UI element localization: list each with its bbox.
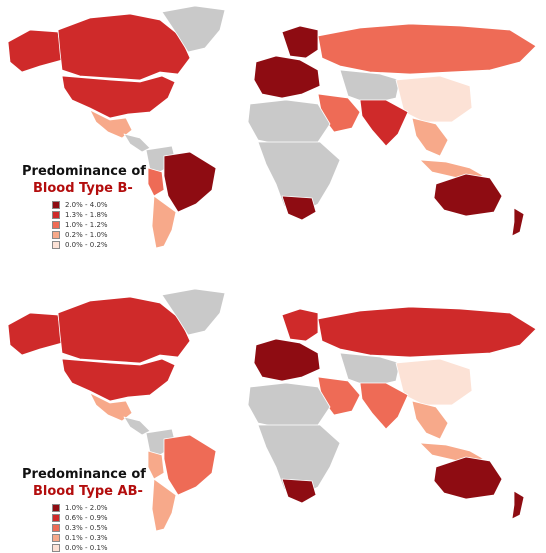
map-region — [419, 442, 485, 462]
legend-swatch — [52, 231, 60, 239]
map-region — [7, 29, 63, 73]
map-region — [339, 69, 401, 105]
legend-swatch — [52, 514, 60, 522]
legend-swatch — [52, 544, 60, 552]
map-region — [123, 416, 151, 436]
map-region — [419, 159, 485, 179]
map-region — [247, 382, 331, 430]
legend-label: 0.2% - 1.0% — [65, 231, 108, 239]
map-region — [61, 358, 176, 402]
map-region — [163, 151, 217, 213]
legend-item: 0.0% - 0.2% — [52, 240, 146, 250]
legend-item: 1.0% - 1.2% — [52, 220, 146, 230]
map-region — [89, 109, 133, 139]
map-region — [253, 55, 321, 99]
legend-label: 0.1% - 0.3% — [65, 534, 108, 542]
map-region — [317, 306, 537, 358]
map-region — [57, 296, 191, 364]
legend-label: 1.3% - 1.8% — [65, 211, 108, 219]
map-region — [163, 434, 217, 496]
legend-swatch — [52, 524, 60, 532]
map-region — [7, 312, 63, 356]
legend-item: 1.0% - 2.0% — [52, 503, 146, 513]
map-region — [151, 478, 177, 532]
map-region — [281, 478, 317, 504]
map-region — [411, 117, 449, 157]
legend-label: 1.0% - 1.2% — [65, 221, 108, 229]
legend-swatch — [52, 221, 60, 229]
legend-item: 1.3% - 1.8% — [52, 210, 146, 220]
map-region — [151, 195, 177, 249]
map-region — [281, 25, 319, 59]
map-panel-b-neg: Predominance of Blood Type B- 2.0% - 4.0… — [0, 0, 546, 270]
legend-label: 0.6% - 0.9% — [65, 514, 108, 522]
map-region — [89, 392, 133, 422]
legend-swatch — [52, 201, 60, 209]
map-panel-ab-neg: Predominance of Blood Type AB- 1.0% - 2.… — [0, 283, 546, 553]
map-region — [147, 450, 165, 480]
map-region — [411, 400, 449, 440]
legend-swatch — [52, 241, 60, 249]
map-region — [395, 358, 473, 406]
legend-swatch — [52, 534, 60, 542]
legend-item: 0.2% - 1.0% — [52, 230, 146, 240]
map-region — [511, 207, 525, 237]
legend-label: 0.3% - 0.5% — [65, 524, 108, 532]
map-region — [395, 75, 473, 123]
map-region — [281, 195, 317, 221]
legend-label: 1.0% - 2.0% — [65, 504, 108, 512]
map-region — [247, 99, 331, 147]
world-map-b-neg — [7, 5, 537, 249]
map-region — [339, 352, 401, 388]
legend-subtitle: Blood Type AB- — [33, 484, 143, 499]
legend-swatch — [52, 504, 60, 512]
legend-item: 0.6% - 0.9% — [52, 513, 146, 523]
legend-subtitle: Blood Type B- — [33, 181, 133, 196]
legend-b-neg: Predominance of Blood Type B- 2.0% - 4.0… — [22, 163, 146, 250]
map-region — [433, 173, 503, 217]
legend-swatch — [52, 211, 60, 219]
legend-title: Predominance of — [22, 164, 146, 179]
legend-label: 0.0% - 0.1% — [65, 544, 108, 552]
map-region — [317, 23, 537, 75]
map-region — [359, 382, 409, 430]
map-region — [161, 5, 226, 53]
legend-item: 0.1% - 0.3% — [52, 533, 146, 543]
map-region — [281, 308, 319, 342]
map-region — [57, 13, 191, 81]
map-region — [511, 490, 525, 520]
legend-label: 0.0% - 0.2% — [65, 241, 108, 249]
legend-item: 0.0% - 0.1% — [52, 543, 146, 553]
legend-item: 0.3% - 0.5% — [52, 523, 146, 533]
legend-item: 2.0% - 4.0% — [52, 200, 146, 210]
map-region — [161, 288, 226, 336]
legend-label: 2.0% - 4.0% — [65, 201, 108, 209]
map-region — [253, 338, 321, 382]
legend-ab-neg: Predominance of Blood Type AB- 1.0% - 2.… — [22, 466, 146, 553]
map-region — [147, 167, 165, 197]
legend-title: Predominance of — [22, 467, 146, 482]
map-region — [61, 75, 176, 119]
world-map-ab-neg — [7, 288, 537, 532]
map-region — [433, 456, 503, 500]
map-region — [359, 99, 409, 147]
map-region — [123, 133, 151, 153]
